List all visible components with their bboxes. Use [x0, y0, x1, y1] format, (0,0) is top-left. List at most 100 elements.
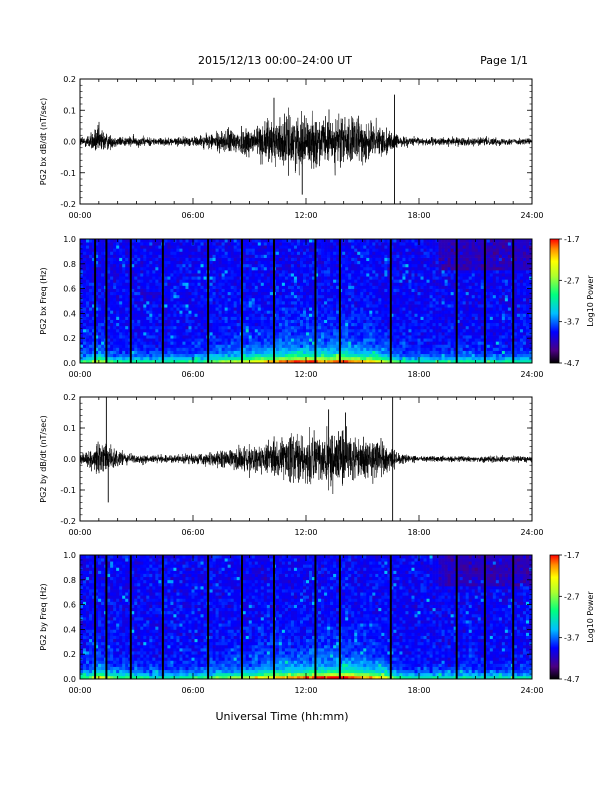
- spectrogram-cell: [233, 301, 238, 305]
- spectrogram-cell: [336, 313, 340, 317]
- spectrogram-cell: [429, 257, 433, 262]
- spectrogram-cell: [315, 335, 319, 339]
- spectrogram-cell: [197, 242, 201, 246]
- spectrogram-cell: [215, 260, 219, 265]
- spectrogram-cell: [378, 344, 382, 348]
- spectrogram-cell: [417, 297, 421, 302]
- spectrogram-cell: [164, 301, 168, 305]
- spectrogram-cell: [197, 291, 201, 296]
- spectrogram-cell: [176, 260, 180, 265]
- spectrogram-cell: [89, 248, 93, 252]
- spectrogram-cell: [324, 291, 328, 296]
- spectrogram-cell: [125, 285, 129, 289]
- spectrogram-cell: [179, 313, 183, 317]
- spectrogram-cell: [293, 291, 298, 296]
- spectrogram-cell: [324, 254, 328, 258]
- spectrogram-cell: [230, 310, 235, 314]
- spectrogram-cell: [119, 356, 123, 361]
- spectrogram-cell: [233, 294, 238, 299]
- spectrogram-cell: [429, 276, 433, 280]
- spectrogram-cell: [185, 254, 189, 258]
- spectrogram-cell: [312, 266, 316, 271]
- spectrogram-cell: [287, 276, 292, 280]
- spectrogram-cell: [131, 297, 135, 302]
- spectrogram-cell: [80, 328, 84, 333]
- spectrogram-cell: [143, 285, 147, 289]
- spectrogram-cell: [179, 353, 183, 358]
- spectrogram-cell: [381, 353, 385, 358]
- spectrogram-cell: [381, 288, 385, 293]
- spectrogram-cell: [408, 307, 412, 311]
- spectrogram-cell: [384, 248, 388, 252]
- spectrogram-cell: [299, 350, 304, 355]
- spectrogram-cell: [381, 239, 385, 243]
- spectrogram-cell: [330, 356, 334, 361]
- spectrogram-cell: [185, 260, 189, 265]
- spectrogram-cell: [312, 325, 316, 330]
- spectrogram-cell: [113, 282, 117, 286]
- spectrogram-cell: [146, 288, 150, 293]
- spectrogram-cell: [366, 297, 370, 302]
- spectrogram-cell: [438, 304, 442, 308]
- spectrogram-cell: [381, 316, 385, 320]
- spectrogram-cell: [95, 248, 99, 252]
- spectrogram-cell: [107, 359, 111, 364]
- spectrogram-cell: [330, 263, 334, 268]
- spectrogram-cell: [101, 347, 105, 351]
- spectrogram-cell: [107, 291, 111, 296]
- spectrogram-cell: [396, 254, 400, 258]
- spectrogram-cell: [393, 251, 397, 255]
- spectrogram-cell: [221, 359, 225, 364]
- spectrogram-cell: [435, 282, 439, 286]
- spectrogram-cell: [101, 332, 105, 336]
- spectrogram-cell: [182, 263, 186, 268]
- spectrogram-cell: [384, 245, 388, 249]
- spectrogram-cell: [441, 310, 445, 314]
- spectrogram-cell: [194, 347, 198, 351]
- spectrogram-cell: [140, 263, 144, 268]
- spectrogram-cell: [287, 313, 292, 317]
- spectrogram-cell: [140, 282, 144, 286]
- spectrogram-cell: [444, 291, 448, 296]
- spectrogram-cell: [152, 322, 156, 327]
- spectrogram-cell: [312, 251, 316, 255]
- spectrogram-cell: [299, 297, 304, 302]
- spectrogram-cell: [408, 353, 412, 358]
- spectrogram-cell: [399, 273, 403, 277]
- spectrogram-cell: [333, 297, 337, 302]
- spectrogram-cell: [324, 322, 328, 327]
- spectrogram-cell: [287, 335, 292, 339]
- spectrogram-cell: [254, 325, 259, 330]
- spectrogram-cell: [302, 307, 307, 311]
- spectrogram-cell: [173, 322, 177, 327]
- spectrogram-cell: [315, 325, 319, 330]
- spectrogram-cell: [242, 248, 247, 252]
- spectrogram-cell: [369, 294, 373, 299]
- spectrogram-cell: [182, 242, 186, 246]
- spectrogram-cell: [345, 350, 349, 355]
- spectrogram-cell: [191, 322, 195, 327]
- spectrogram-cell: [134, 328, 138, 333]
- spectrogram-cell: [164, 338, 168, 342]
- spectrogram-cell: [197, 356, 201, 361]
- spectrogram-cell: [218, 313, 222, 317]
- spectrogram-cell: [321, 328, 325, 333]
- spectrogram-cell: [146, 304, 150, 308]
- spectrogram-cell: [143, 260, 147, 265]
- spectrogram-cell: [423, 313, 427, 317]
- spectrogram-cell: [429, 294, 433, 299]
- spectrogram-cell: [89, 328, 93, 333]
- spectrogram-cell: [221, 263, 225, 268]
- spectrogram-cell: [290, 270, 295, 274]
- spectrogram-cell: [393, 279, 397, 283]
- spectrogram-cell: [390, 291, 394, 296]
- spectrogram-cell: [351, 248, 355, 252]
- spectrogram-cell: [318, 276, 322, 280]
- spectrogram-cell: [140, 353, 144, 358]
- spectrogram-cell: [357, 276, 361, 280]
- spectrogram-cell: [89, 307, 93, 311]
- spectrogram-cell: [209, 322, 213, 327]
- spectrogram-cell: [230, 316, 235, 320]
- spectrogram-cell: [363, 257, 367, 262]
- spectrogram-cell: [80, 260, 84, 265]
